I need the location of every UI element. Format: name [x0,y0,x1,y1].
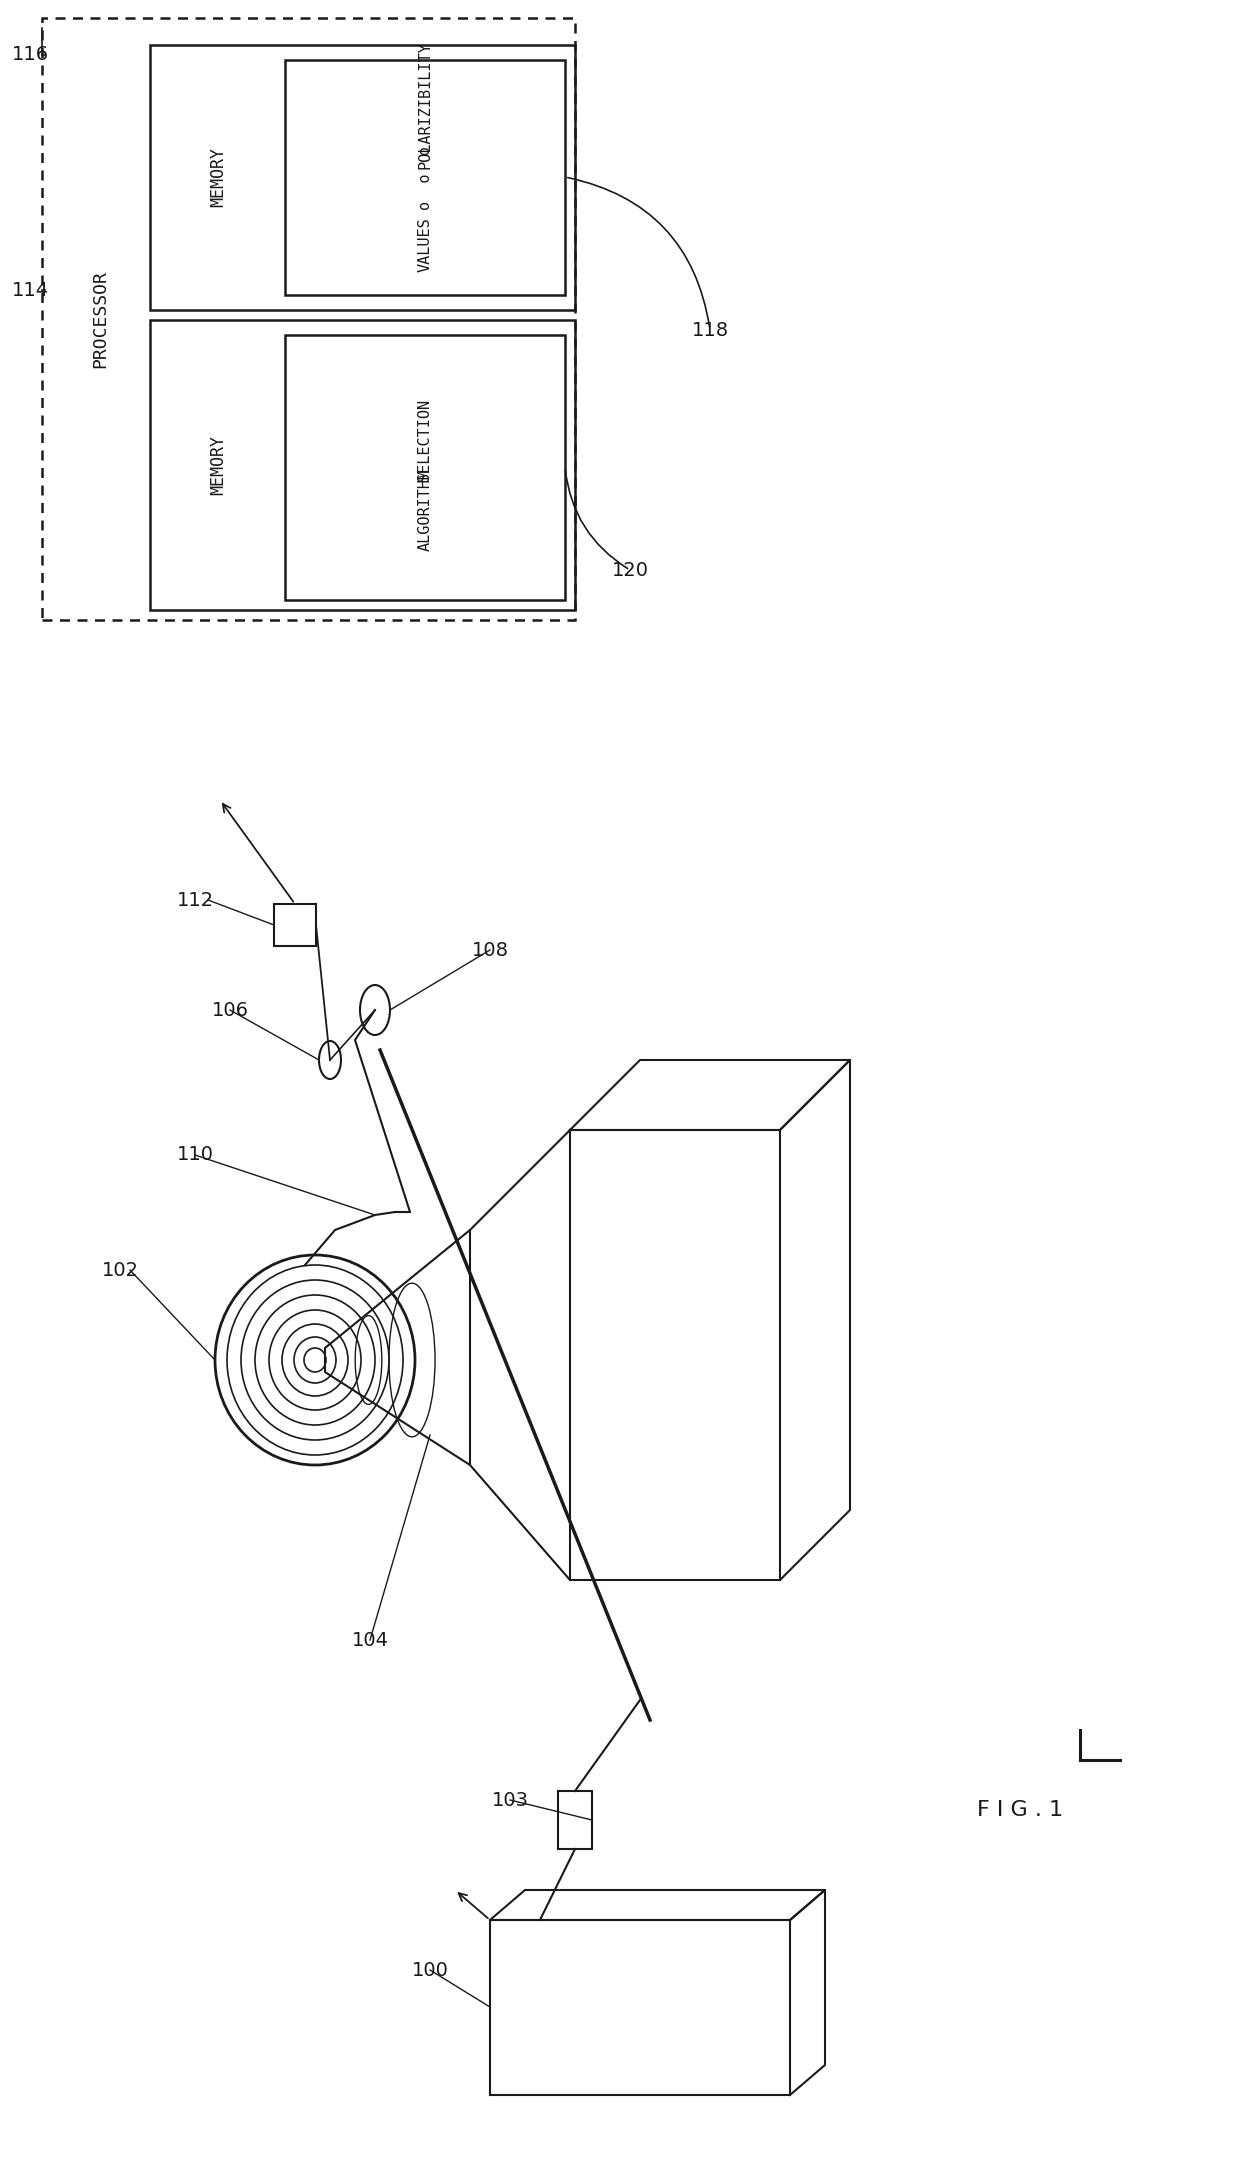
Text: ALGORITHM: ALGORITHM [418,470,433,550]
Text: 114: 114 [11,280,48,299]
Text: F I G . 1: F I G . 1 [977,1800,1063,1819]
Text: 103: 103 [491,1791,528,1811]
Text: PROCESSOR: PROCESSOR [91,271,109,367]
Bar [285,334,565,601]
Text: 108: 108 [471,941,508,959]
Text: 110: 110 [176,1144,213,1164]
Bar [558,1791,591,1850]
Text: o  o  o: o o o [418,146,433,210]
Text: 120: 120 [611,561,649,579]
Text: MEMORY: MEMORY [210,435,227,496]
Text: POLARIZIBILITY: POLARIZIBILITY [418,41,433,168]
Text: 116: 116 [11,46,48,66]
Bar [150,46,575,310]
Text: 102: 102 [102,1260,139,1280]
Text: SELECTION: SELECTION [418,400,433,480]
Text: MEMORY: MEMORY [210,146,227,207]
Text: 104: 104 [351,1631,388,1649]
Text: 106: 106 [212,1000,248,1020]
FancyArrowPatch shape [568,177,709,328]
Text: VALUES: VALUES [418,218,433,273]
Text: 112: 112 [176,891,213,909]
Bar [150,321,575,609]
FancyArrowPatch shape [565,470,627,568]
Bar [285,59,565,295]
Text: 100: 100 [412,1961,449,1979]
Bar [274,904,316,946]
Bar [42,17,575,620]
Text: 118: 118 [692,321,729,339]
